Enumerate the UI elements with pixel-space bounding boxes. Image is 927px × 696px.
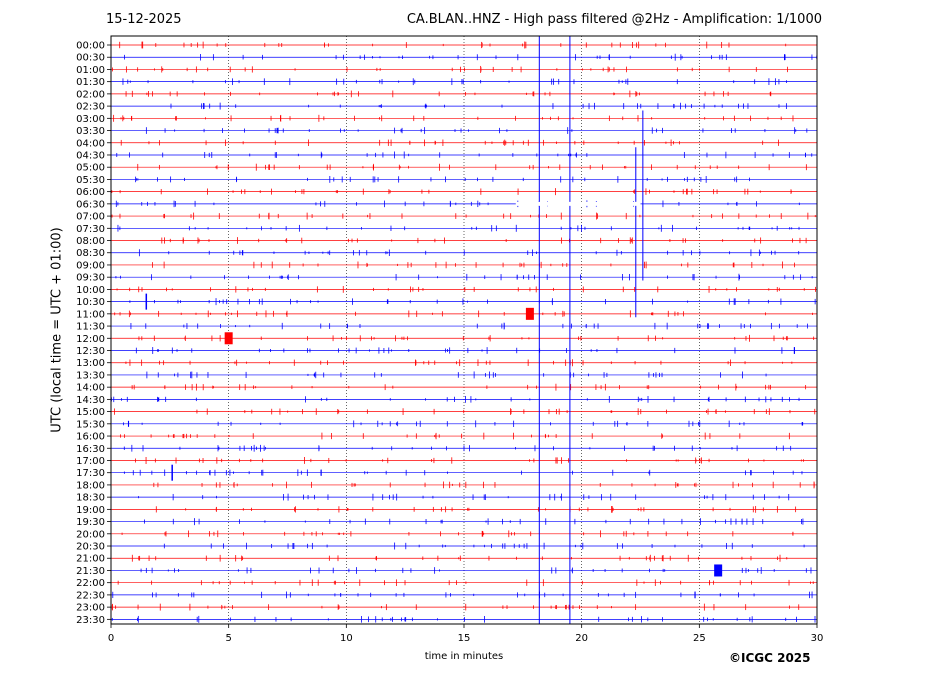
date-label: 15-12-2025 [106,12,182,27]
y-tick-label: 01:30 [76,77,105,88]
y-tick-label: 06:30 [76,199,105,210]
y-tick-label: 05:30 [76,175,105,186]
copyright-label: ©ICGC 2025 [729,651,811,665]
x-tick-label: 5 [225,633,231,644]
y-tick-label: 18:30 [76,493,105,504]
chart-title: CA.BLAN..HNZ - High pass filtered @2Hz -… [406,12,822,27]
y-tick-label: 19:30 [76,517,105,528]
y-tick-label: 00:00 [76,41,105,52]
y-tick-label: 23:30 [76,615,105,626]
event-marks [145,36,723,624]
x-ticks: 0 5 10 15 20 25 30 [108,624,824,644]
y-tick-label: 04:00 [76,138,105,149]
x-tick-label: 20 [575,633,588,644]
y-tick-label: 14:30 [76,395,105,406]
y-tick-label: 08:30 [76,248,105,259]
y-tick-label: 15:00 [76,407,105,418]
y-tick-label: 03:30 [76,126,105,137]
y-tick-label: 22:30 [76,590,105,601]
y-tick-label: 08:00 [76,236,105,247]
y-tick-label: 02:00 [76,89,105,100]
y-tick-label: 09:00 [76,260,105,271]
x-tick-label: 0 [108,633,114,644]
y-tick-label: 09:30 [76,273,105,284]
y-tick-label: 12:00 [76,334,105,345]
y-tick-label: 01:00 [76,65,105,76]
y-tick-label: 10:00 [76,285,105,296]
vertical-grid [228,36,700,624]
y-tick-label: 16:30 [76,444,105,455]
y-tick-label: 06:00 [76,187,105,198]
y-tick-label: 00:30 [76,53,105,64]
y-tick-label: 13:30 [76,370,105,381]
y-tick-label: 07:00 [76,212,105,223]
y-tick-label: 23:00 [76,603,105,614]
y-tick-label: 20:30 [76,542,105,553]
y-tick-label: 16:00 [76,432,105,443]
y-tick-label: 19:00 [76,505,105,516]
y-tick-label: 11:30 [76,322,105,333]
x-tick-label: 10 [340,633,353,644]
x-tick-label: 15 [458,633,471,644]
y-tick-label: 20:00 [76,529,105,540]
y-tick-label: 02:30 [76,102,105,113]
y-tick-label: 03:00 [76,114,105,125]
x-tick-label: 25 [693,633,706,644]
y-tick-label: 11:00 [76,309,105,320]
y-tick-label: 04:30 [76,150,105,161]
x-axis-label: time in minutes [424,651,504,662]
y-tick-label: 07:30 [76,224,105,235]
event-mark [515,201,641,206]
x-tick-label: 30 [811,633,824,644]
event-mark [525,307,534,320]
trace-lines [111,41,818,623]
event-mark [714,564,723,577]
y-tick-label: 15:30 [76,419,105,430]
y-tick-label: 05:00 [76,163,105,174]
y-tick-label: 21:00 [76,554,105,565]
event-mark [224,332,233,345]
y-tick-label: 12:30 [76,346,105,357]
y-tick-label: 22:00 [76,578,105,589]
y-tick-label: 17:30 [76,468,105,479]
y-tick-label: 10:30 [76,297,105,308]
y-tick-label: 17:00 [76,456,105,467]
y-tick-label: 13:00 [76,358,105,369]
y-tick-label: 18:00 [76,480,105,491]
y-tick-label: 14:00 [76,383,105,394]
y-tick-label: 21:30 [76,566,105,577]
